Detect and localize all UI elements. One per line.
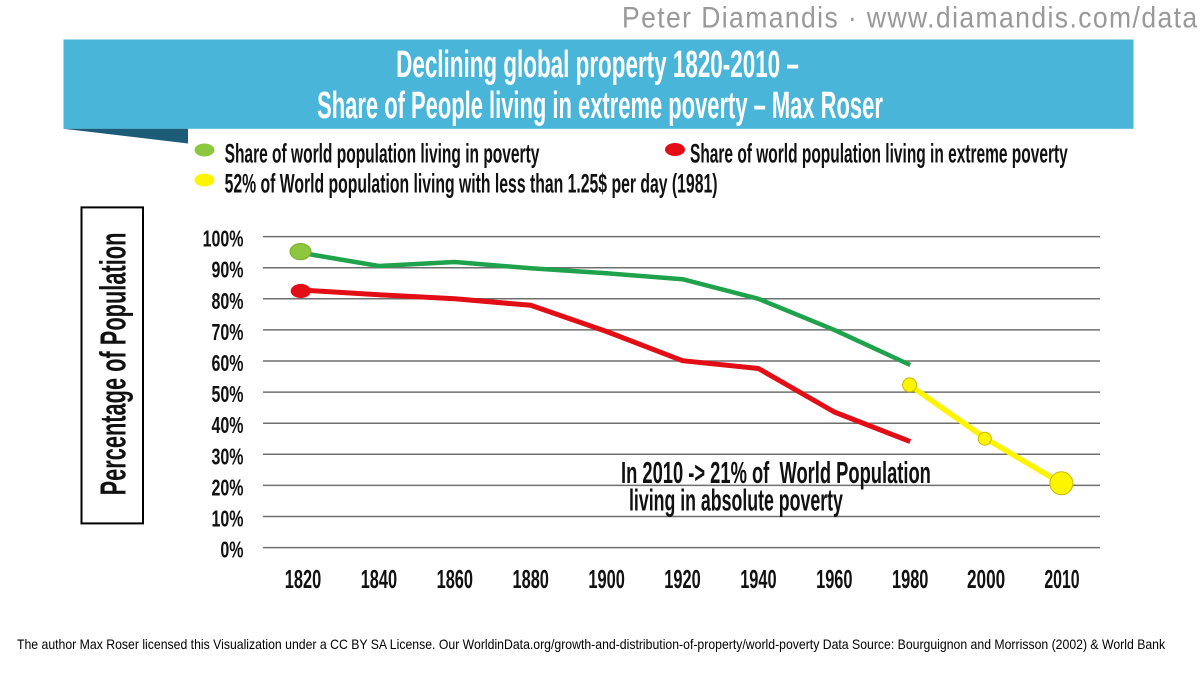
svg-text:52% of World population living: 52% of World population living with less… (225, 168, 718, 198)
svg-text:The author Max Roser licensed: The author Max Roser licensed this Visua… (17, 637, 1166, 653)
svg-text:1940: 1940 (740, 564, 776, 594)
svg-text:70%: 70% (212, 320, 244, 346)
svg-text:100%: 100% (203, 227, 244, 253)
svg-text:1860: 1860 (437, 564, 473, 594)
svg-text:50%: 50% (212, 382, 244, 408)
svg-text:1880: 1880 (512, 564, 548, 594)
svg-text:In 2010 -> 21% of World Popul: In 2010 -> 21% of World Population (621, 456, 931, 490)
svg-text:1920: 1920 (664, 564, 700, 594)
svg-text:Share of world population livi: Share of world population living in pove… (225, 138, 540, 169)
svg-text:2000: 2000 (967, 564, 1005, 594)
svg-text:living in absolute poverty: living in absolute poverty (629, 483, 843, 517)
svg-text:80%: 80% (212, 289, 244, 315)
svg-text:10%: 10% (212, 507, 244, 533)
svg-text:1900: 1900 (588, 564, 624, 594)
svg-text:40%: 40% (212, 413, 244, 439)
svg-text:0%: 0% (220, 538, 243, 564)
svg-text:Share of world population livi: Share of world population living in extr… (690, 138, 1068, 169)
svg-text:1840: 1840 (361, 564, 397, 594)
svg-text:2010: 2010 (1044, 565, 1079, 594)
svg-text:30%: 30% (212, 444, 244, 470)
svg-text:1960: 1960 (816, 564, 852, 594)
svg-text:1980: 1980 (892, 564, 928, 594)
svg-text:60%: 60% (212, 351, 244, 377)
svg-text:Percentage of Population: Percentage of Population (94, 233, 134, 496)
svg-text:90%: 90% (212, 258, 244, 284)
svg-text:1820: 1820 (285, 564, 321, 594)
svg-text:Share of People living in extr: Share of People living in extreme povert… (317, 84, 883, 127)
svg-text:Declining global property 1820: Declining global property 1820-2010 – (396, 43, 799, 86)
svg-text:Peter Diamandis · www.diamandi: Peter Diamandis · www.diamandis.com/data (622, 0, 1199, 34)
svg-text:20%: 20% (212, 476, 244, 502)
